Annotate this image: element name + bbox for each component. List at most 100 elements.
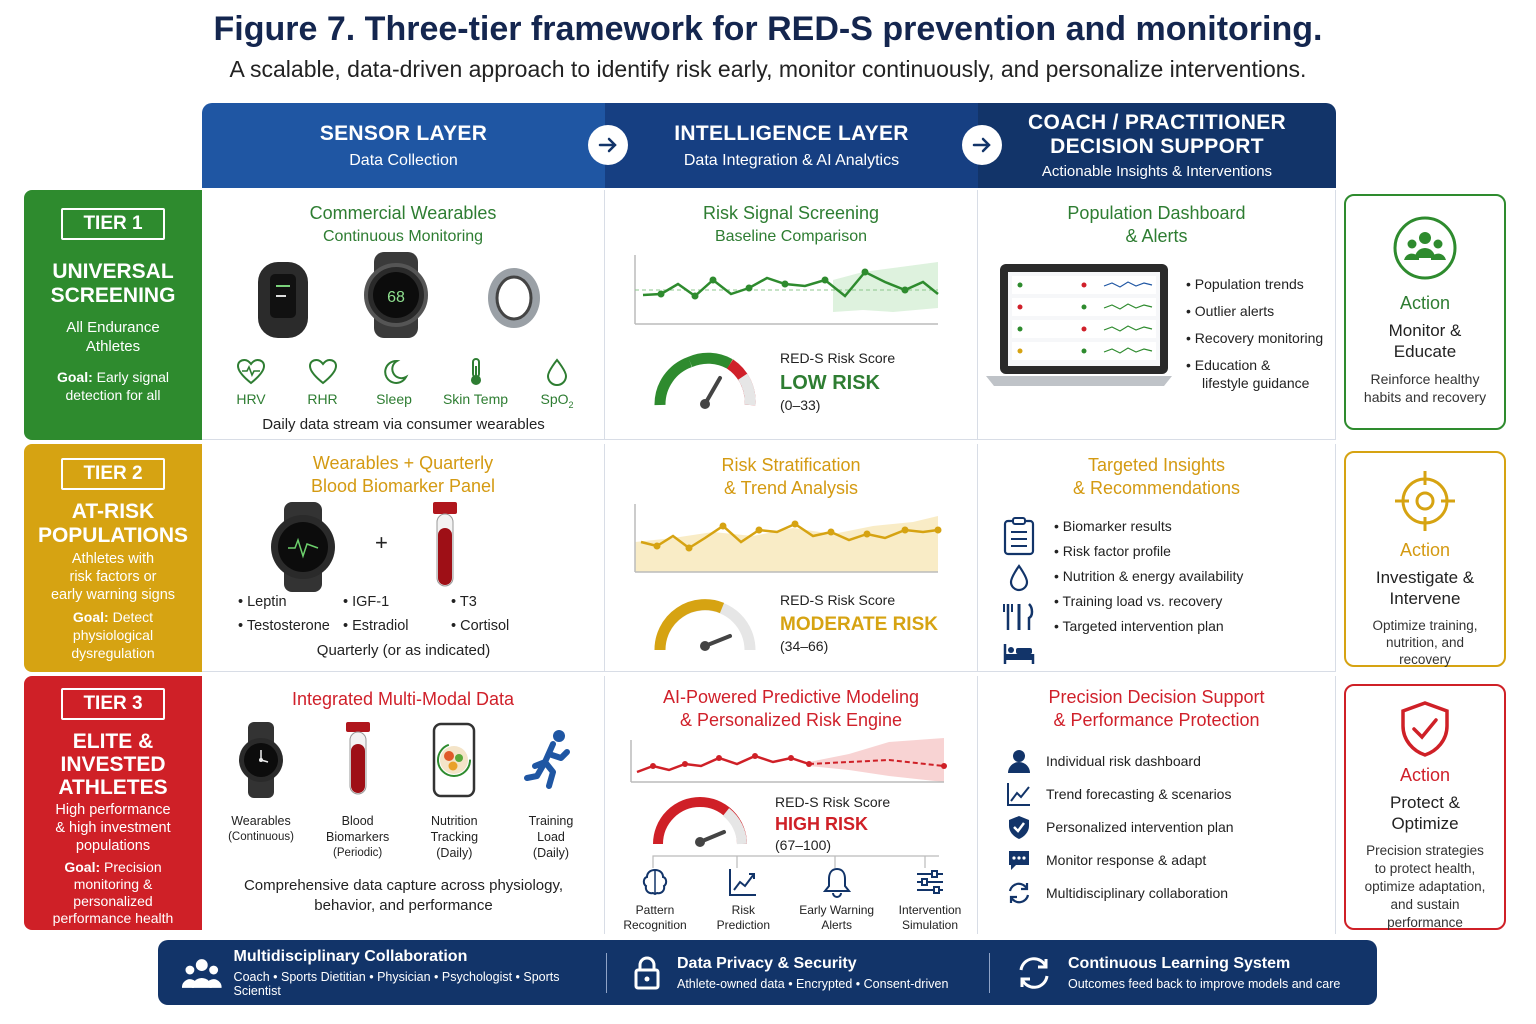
tier-goal: Goal: Precision monitoring & personalized p… — [52, 859, 174, 926]
cell-title: Integrated Multi-Modal Data — [291, 689, 515, 709]
tier-goal: Goal: Early signal detection for all — [56, 369, 170, 403]
biomarker-item: • T3 — [451, 594, 477, 610]
trend-chart-red — [630, 738, 947, 783]
footer-collaboration: Multidisciplinary Collaboration Coach • S… — [158, 948, 606, 998]
arrow-right-icon — [588, 125, 628, 165]
biomarker-item: • IGF-1 — [343, 594, 390, 610]
tier-badge: TIER 2 — [61, 458, 165, 490]
tier2-intel-cell: Risk Stratification & Trend Analysis RED-… — [605, 444, 978, 672]
clipboard-icon — [1003, 517, 1035, 556]
risk-gauge-moderate — [654, 599, 756, 651]
layer-header: SENSOR LAYER Data Collection INTELLIGENC… — [202, 103, 1336, 188]
list-item: Trend forecasting & scenarios — [1006, 777, 1234, 810]
tier-description: Athletes with risk factors or early warnin… — [50, 551, 176, 603]
intelligence-layer-header: INTELLIGENCE LAYER Data Integration & AI… — [605, 103, 978, 188]
risk-level: LOW RISK — [780, 372, 880, 394]
drop-icon — [1009, 564, 1029, 592]
action-description: Reinforce healthy habits and recovery — [1363, 371, 1487, 405]
tier-badge: TIER 3 — [61, 688, 165, 720]
action-description: Optimize training, nutrition, and recovery — [1372, 618, 1478, 667]
list-item: Recovery monitoring — [1186, 330, 1323, 346]
thermometer-icon — [470, 358, 481, 385]
tier-goal: Goal: Detect physiological dysregulation — [71, 609, 155, 661]
risk-gauge-high — [653, 797, 747, 847]
action-label: Action — [1399, 293, 1451, 313]
connector-lines — [652, 855, 939, 868]
data-source-blood: Blood Biomarkers (Periodic) — [313, 722, 403, 861]
tier-name: UNIVERSAL SCREENING — [50, 260, 176, 307]
tool-pattern-recognition: Pattern Recognition — [615, 866, 695, 933]
multimodal-data-row: Wearables (Continuous) Blood Biomarkers (Pe… — [216, 722, 596, 861]
footer-bar: Multidisciplinary Collaboration Coach • S… — [158, 940, 1377, 1005]
target-icon — [1395, 471, 1455, 531]
plus-sign: + — [375, 530, 388, 555]
cell-title: Commercial Wearables Continuous Monitorin… — [309, 203, 497, 245]
bell-icon — [822, 867, 851, 898]
metric-skin-temp: Skin Temp — [441, 358, 511, 410]
intelligence-layer-subtitle: Data Integration & AI Analytics — [683, 151, 900, 169]
cell-title: Wearables + Quarterly Blood Biomarker Pan… — [310, 453, 496, 496]
biomarker-item: • Testosterone — [238, 618, 330, 634]
coach-icon-column — [1002, 516, 1036, 666]
tier-badge: TIER 1 — [61, 208, 165, 240]
tool-risk-prediction: Risk Prediction — [703, 866, 783, 933]
data-source-nutrition: Nutrition Tracking (Daily) — [409, 722, 499, 861]
tier-name: ELITE & INVESTED ATHLETES — [58, 730, 168, 799]
list-item: Training load vs. recovery — [1054, 593, 1243, 609]
bed-icon — [1003, 644, 1035, 664]
tier-2-label: TIER 2 AT-RISK POPULATIONS Athletes with r… — [24, 444, 202, 672]
sensor-layer-subtitle: Data Collection — [349, 151, 458, 169]
coach-layer-subtitle: Actionable Insights & Interventions — [1041, 163, 1273, 180]
ai-tools-row: Pattern Recognition Risk Prediction Early … — [615, 866, 970, 933]
tier2-sensor-cell: Wearables + Quarterly Blood Biomarker Pan… — [202, 444, 605, 672]
blood-tube-icon — [433, 502, 457, 587]
heart-rate-icon — [236, 358, 266, 385]
people-group-icon — [1393, 216, 1457, 280]
arrow-right-icon — [962, 125, 1002, 165]
biomarker-item: • Leptin — [238, 594, 287, 610]
action-label: Action — [1399, 540, 1451, 560]
coach-bullet-list: Biomarker results Risk factor profile Nu… — [1054, 518, 1244, 645]
metric-sleep: Sleep — [369, 358, 419, 410]
metric-icons-row: HRV RHR Sleep Skin Temp SpO2 — [226, 358, 582, 410]
runner-icon — [523, 730, 570, 789]
cell-title: AI-Powered Predictive Modeling & Personal… — [662, 687, 920, 730]
tier3-action-card: Action Protect & Optimize Precision strat… — [1344, 684, 1506, 930]
sensor-note: Quarterly (or as indicated) — [316, 642, 491, 659]
tier-description: High performance & high investment populat… — [55, 802, 171, 854]
lock-icon — [634, 956, 660, 989]
person-icon — [1008, 749, 1030, 773]
biomarker-item: • Estradiol — [343, 618, 409, 634]
biomarker-item: • Cortisol — [451, 618, 510, 634]
list-item: Outlier alerts — [1186, 303, 1323, 319]
tier1-action-card: Action Monitor & Educate Reinforce health… — [1344, 194, 1506, 430]
risk-level: HIGH RISK — [775, 814, 869, 834]
chat-icon — [1009, 850, 1029, 870]
smartwatch-icon — [271, 502, 335, 592]
drop-icon — [546, 358, 568, 386]
list-item: Targeted intervention plan — [1054, 618, 1243, 634]
list-item: Biomarker results — [1054, 518, 1243, 534]
risk-level: MODERATE RISK — [780, 614, 938, 635]
biomarker-list: • Leptin • IGF-1 • T3 • Testosterone • E… — [238, 594, 578, 634]
watch-display-value: 68 — [387, 289, 405, 306]
list-item: Personalized intervention plan — [1006, 810, 1234, 843]
footer-learning: Continuous Learning System Outcomes feed … — [990, 955, 1376, 991]
brain-icon — [642, 868, 668, 896]
cell-title: Risk Stratification & Trend Analysis — [721, 455, 861, 498]
list-item: Monitor response & adapt — [1006, 843, 1234, 876]
tier-3-label: TIER 3 ELITE & INVESTED ATHLETES High perf… — [24, 676, 202, 930]
tier1-sensor-cell: Commercial Wearables Continuous Monitorin… — [202, 190, 605, 440]
refresh-icon — [1008, 882, 1030, 903]
sensor-note: Daily data stream via consumer wearables — [262, 416, 545, 433]
figure-subtitle: A scalable, data-driven approach to iden… — [229, 56, 1307, 82]
coach-layer-title-2: DECISION SUPPORT — [1050, 135, 1264, 158]
tier3-intel-cell: AI-Powered Predictive Modeling & Personal… — [605, 676, 978, 934]
cell-title: Targeted Insights & Recommendations — [1072, 455, 1241, 498]
coach-bullet-list: Population trends Outlier alerts Recover… — [1186, 276, 1323, 391]
cell-title: Risk Signal Screening Baseline Comparison — [702, 203, 880, 245]
action-heading: Monitor & Educate — [1388, 321, 1462, 361]
data-source-training: Training Load (Daily) — [506, 722, 596, 861]
risk-gauge-low — [654, 352, 756, 409]
laptop-dashboard-icon — [986, 264, 1172, 386]
